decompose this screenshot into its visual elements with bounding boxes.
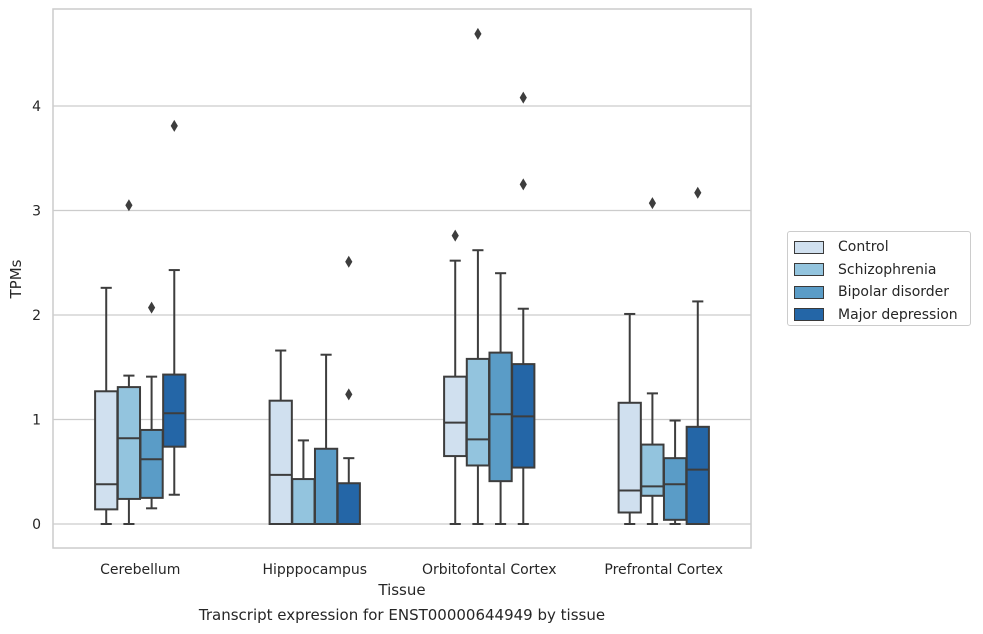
x-tick-label: Orbitofontal Cortex: [422, 562, 557, 578]
box-body: [336, 482, 361, 525]
box-schizophrenia: [465, 27, 491, 525]
box-body: [162, 373, 187, 448]
outlier-point: [648, 197, 657, 210]
box-body: [139, 428, 164, 499]
box-body: [443, 375, 468, 458]
outlier-point: [345, 388, 353, 401]
box-body: [291, 478, 316, 526]
box-layer: [94, 27, 710, 526]
y-tick-label: 1: [32, 413, 41, 429]
box-body: [488, 351, 513, 483]
box-body: [268, 399, 293, 525]
box-control: [617, 312, 642, 525]
x-tick-label: Cerebellum: [100, 562, 180, 578]
box-body: [94, 390, 119, 511]
outlier-point: [147, 301, 156, 314]
outlier-point: [170, 119, 178, 132]
y-axis-label: TPMs: [7, 259, 25, 299]
outlier-point: [474, 27, 482, 40]
chart-title: Transcript expression for ENST0000064494…: [198, 606, 606, 624]
y-axis-ticks: 0 1 2 3 4: [32, 99, 41, 533]
x-axis-label: Tissue: [377, 581, 425, 599]
box-body: [685, 425, 710, 525]
legend-label: Schizophrenia: [838, 261, 937, 278]
x-tick-label: Prefrontal Cortex: [604, 562, 723, 578]
outlier-point: [694, 186, 702, 199]
box-body: [617, 401, 642, 514]
legend-swatch: [794, 240, 824, 254]
legend-item-schizophrenia: Schizophrenia: [794, 259, 964, 282]
outlier-point: [451, 229, 459, 242]
box-bipolar-disorder: [662, 419, 688, 525]
box-bipolar-disorder: [313, 353, 339, 526]
box-body: [313, 447, 339, 526]
box-body: [662, 457, 688, 521]
x-tick-label: Hipppocampus: [262, 562, 367, 578]
box-control: [443, 229, 468, 525]
y-tick-label: 3: [32, 204, 41, 220]
box-major-depression: [162, 119, 187, 496]
legend-item-major-depression: Major depression: [794, 304, 964, 327]
x-axis-ticks: Cerebellum Hipppocampus Orbitofontal Corte…: [100, 562, 723, 578]
legend-swatch: [794, 263, 824, 277]
y-tick-label: 0: [32, 517, 41, 533]
legend: Control Schizophrenia Bipolar disorder M…: [787, 231, 971, 326]
legend-label: Bipolar disorder: [838, 284, 950, 301]
legend-label: Control: [838, 239, 889, 256]
box-body: [465, 357, 491, 467]
legend-swatch: [794, 285, 824, 299]
box-bipolar-disorder: [488, 272, 513, 525]
box-schizophrenia: [291, 439, 316, 526]
box-bipolar-disorder: [139, 301, 164, 510]
box-control: [268, 349, 293, 525]
plot-frame: [52, 8, 752, 549]
legend-swatch: [794, 308, 824, 322]
outlier-point: [519, 178, 527, 191]
outlier-point: [345, 255, 353, 268]
legend-item-control: Control: [794, 236, 964, 259]
y-tick-label: 2: [32, 308, 41, 324]
box-schizophrenia: [640, 197, 665, 525]
box-major-depression: [511, 91, 536, 525]
box-major-depression: [336, 255, 361, 525]
box-control: [94, 286, 119, 525]
box-body: [640, 443, 665, 497]
outlier-point: [519, 91, 527, 104]
box-schizophrenia: [116, 199, 142, 525]
box-major-depression: [685, 186, 710, 525]
box-body: [116, 386, 142, 500]
outlier-point: [125, 199, 133, 212]
y-tick-label: 4: [32, 99, 41, 115]
legend-item-bipolar-disorder: Bipolar disorder: [794, 281, 964, 304]
legend-label: Major depression: [838, 306, 958, 323]
